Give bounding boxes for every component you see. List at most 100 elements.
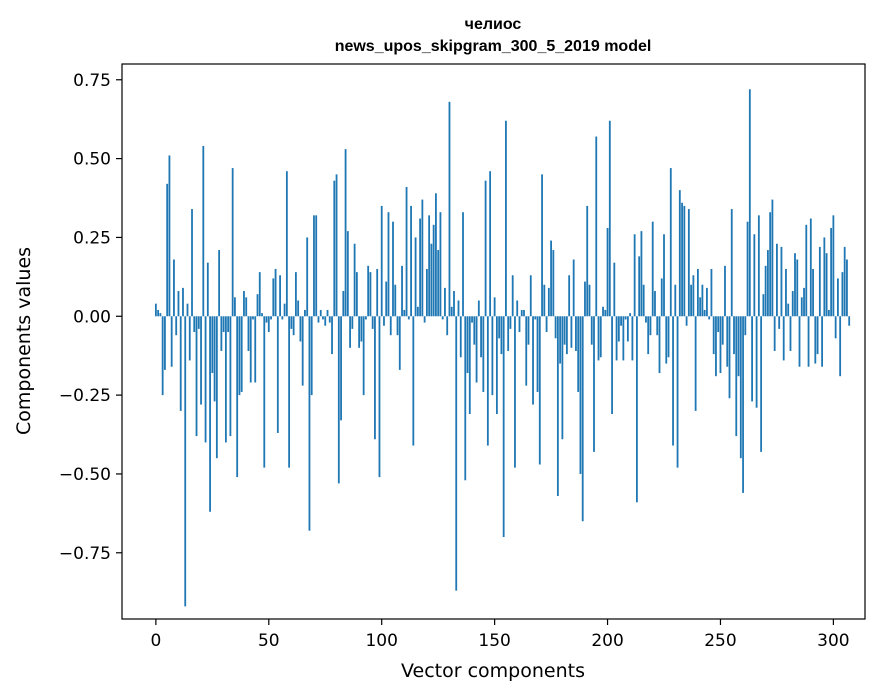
x-tick-label: 50 [258, 631, 280, 651]
bar-260 [742, 316, 744, 493]
bar-149 [491, 316, 494, 396]
bar-46 [258, 272, 261, 317]
bar-162 [520, 309, 523, 317]
bar-8 [173, 259, 175, 317]
bar-74 [322, 316, 324, 320]
x-tick-label: 100 [365, 631, 397, 651]
bar-214 [638, 256, 641, 317]
bar-251 [721, 316, 724, 345]
bar-224 [660, 278, 663, 317]
bar-157 [509, 316, 512, 329]
bar-93 [365, 316, 367, 320]
y-tick-label: 0.00 [73, 307, 111, 327]
y-tick-label: 0.75 [73, 71, 111, 91]
bar-259 [739, 316, 742, 459]
bar-165 [527, 316, 530, 345]
bar-4 [164, 316, 166, 370]
bar-72 [317, 316, 320, 323]
bar-89 [355, 272, 358, 317]
bar-171 [541, 174, 543, 317]
bar-244 [706, 287, 708, 317]
bar-306 [846, 259, 848, 317]
bar-245 [708, 316, 711, 320]
bar-67 [306, 237, 309, 317]
bar-175 [550, 240, 552, 317]
bar-265 [753, 234, 756, 317]
bar-11 [179, 316, 182, 411]
bar-226 [665, 316, 668, 364]
bar-104 [389, 316, 392, 336]
bar-152 [498, 316, 501, 339]
bar-298 [827, 309, 830, 317]
bar-155 [505, 120, 507, 317]
bar-111 [405, 186, 408, 317]
bar-272 [769, 212, 772, 317]
bar-267 [757, 215, 760, 317]
bar-200 [606, 227, 609, 317]
bar-136 [462, 212, 464, 317]
bar-212 [633, 234, 636, 317]
bar-183 [568, 275, 571, 317]
bar-131 [450, 306, 453, 317]
bar-118 [421, 199, 424, 317]
bar-2 [159, 313, 162, 317]
bar-16 [191, 209, 193, 317]
bar-83 [342, 291, 345, 317]
bar-168 [534, 316, 537, 320]
bar-208 [624, 316, 627, 320]
bar-247 [712, 316, 715, 355]
bar-191 [586, 205, 589, 317]
bar-263 [748, 89, 751, 317]
bar-57 [283, 303, 286, 317]
bar-273 [771, 199, 774, 317]
bar-97 [374, 316, 376, 440]
bar-194 [593, 316, 595, 452]
bar-76 [326, 309, 329, 317]
bar-173 [545, 316, 548, 333]
bar-203 [613, 262, 616, 317]
bar-286 [800, 297, 803, 317]
bar-55 [279, 275, 281, 317]
bar-121 [428, 215, 431, 317]
bar-123 [432, 224, 435, 317]
bar-69 [310, 316, 313, 396]
bar-73 [319, 309, 322, 317]
bar-68 [308, 316, 311, 531]
bar-147 [486, 316, 489, 446]
bar-37 [238, 316, 241, 396]
bar-184 [570, 316, 573, 348]
bar-299 [830, 227, 833, 317]
bar-195 [595, 136, 598, 317]
bar-294 [818, 246, 821, 317]
bar-221 [654, 291, 656, 317]
bar-228 [669, 168, 672, 317]
bar-198 [602, 306, 604, 317]
bar-287 [803, 287, 805, 317]
bar-289 [807, 316, 810, 367]
bar-202 [611, 316, 613, 415]
bar-143 [477, 300, 480, 317]
bar-197 [599, 316, 602, 358]
bar-254 [728, 316, 731, 399]
bar-113 [410, 205, 412, 317]
bar-193 [590, 316, 593, 345]
bar-239 [694, 316, 697, 411]
bar-142 [475, 316, 478, 383]
bar-237 [690, 284, 693, 317]
bar-172 [543, 284, 546, 317]
plot-frame [121, 63, 866, 620]
bar-56 [281, 316, 284, 320]
bar-291 [812, 268, 814, 317]
bar-77 [328, 316, 331, 323]
bar-269 [762, 294, 765, 317]
bar-207 [622, 316, 625, 361]
x-tick-label: 150 [478, 631, 510, 651]
bar-279 [785, 268, 787, 317]
bar-210 [629, 313, 632, 317]
bar-135 [459, 316, 462, 358]
bar-36 [236, 316, 239, 478]
bar-98 [376, 268, 379, 317]
y-tick-label: −0.25 [59, 386, 111, 406]
bar-51 [270, 316, 272, 320]
bar-240 [696, 268, 699, 317]
